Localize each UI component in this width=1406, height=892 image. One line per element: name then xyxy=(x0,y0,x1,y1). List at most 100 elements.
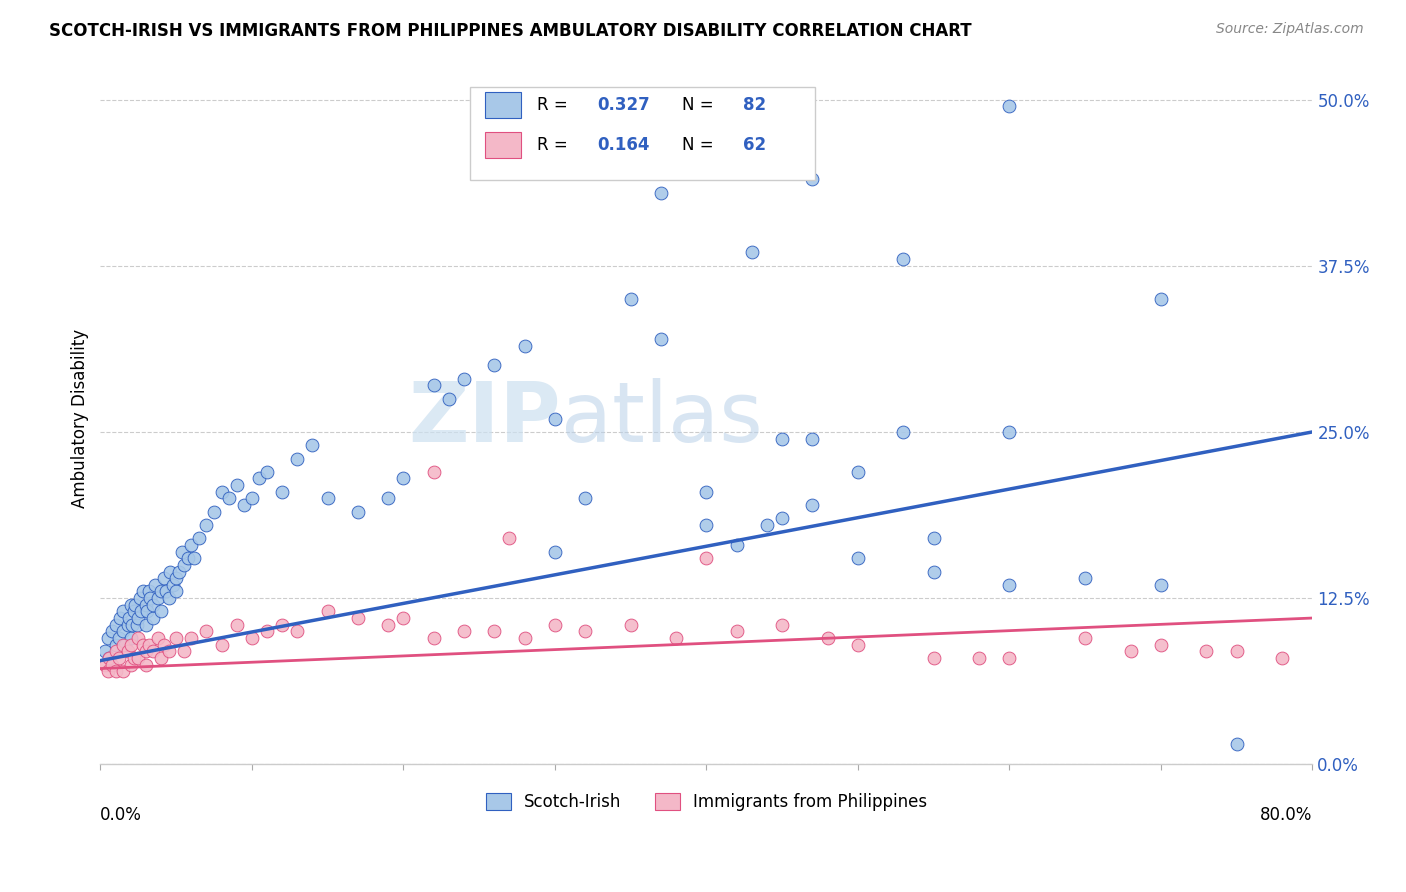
Point xyxy=(149,604,172,618)
Point xyxy=(117,617,139,632)
Point xyxy=(121,617,143,632)
Point xyxy=(98,651,121,665)
Point xyxy=(149,584,172,599)
Point xyxy=(104,638,127,652)
Point xyxy=(101,624,124,639)
Point xyxy=(153,571,176,585)
Point xyxy=(94,657,117,672)
Point xyxy=(249,471,271,485)
Point xyxy=(240,491,263,506)
Point xyxy=(112,664,135,678)
Point xyxy=(513,631,536,645)
Point xyxy=(112,638,135,652)
Point xyxy=(285,624,308,639)
Point xyxy=(544,617,567,632)
Point xyxy=(195,518,218,533)
Point xyxy=(1150,578,1173,592)
Point xyxy=(132,584,155,599)
Point xyxy=(173,644,195,658)
FancyBboxPatch shape xyxy=(485,132,522,158)
Point xyxy=(725,624,748,639)
Point xyxy=(967,651,990,665)
Point xyxy=(301,438,323,452)
Point xyxy=(202,505,225,519)
Point xyxy=(770,432,793,446)
Point xyxy=(107,631,129,645)
Point xyxy=(183,551,205,566)
Point xyxy=(173,558,195,572)
Point xyxy=(1226,644,1249,658)
Point xyxy=(117,644,139,658)
Point xyxy=(225,478,247,492)
Text: R =: R = xyxy=(537,95,572,114)
Point xyxy=(271,617,294,632)
Point xyxy=(112,624,135,639)
Point xyxy=(233,498,256,512)
Point xyxy=(211,484,233,499)
Point xyxy=(108,611,131,625)
Point xyxy=(165,631,187,645)
Point xyxy=(1271,651,1294,665)
Point xyxy=(120,598,142,612)
Point xyxy=(922,565,945,579)
FancyBboxPatch shape xyxy=(470,87,815,180)
Point xyxy=(725,538,748,552)
Point xyxy=(180,538,202,552)
Point xyxy=(741,245,763,260)
Point xyxy=(665,631,688,645)
Point xyxy=(146,591,169,606)
Point xyxy=(437,392,460,406)
Point xyxy=(153,638,176,652)
Point xyxy=(172,544,194,558)
Point xyxy=(138,638,160,652)
Point xyxy=(125,617,148,632)
Point xyxy=(127,611,149,625)
Point xyxy=(422,631,444,645)
Text: 0.327: 0.327 xyxy=(598,95,650,114)
Point xyxy=(149,651,172,665)
Point xyxy=(544,411,567,425)
Text: 80.0%: 80.0% xyxy=(1260,805,1312,823)
Point xyxy=(1150,638,1173,652)
Point xyxy=(177,551,200,566)
Point xyxy=(138,584,160,599)
Point xyxy=(347,611,370,625)
Point xyxy=(695,484,717,499)
Point xyxy=(155,584,177,599)
Point xyxy=(1150,292,1173,306)
Point xyxy=(998,651,1021,665)
Point xyxy=(104,664,127,678)
Point xyxy=(801,498,824,512)
Point xyxy=(770,617,793,632)
Text: N =: N = xyxy=(682,95,718,114)
Point xyxy=(846,551,869,566)
Point xyxy=(770,511,793,525)
Point xyxy=(139,591,162,606)
Point xyxy=(120,638,142,652)
Point xyxy=(112,604,135,618)
Point xyxy=(422,378,444,392)
Point xyxy=(211,638,233,652)
Text: N =: N = xyxy=(682,136,718,154)
Text: 0.164: 0.164 xyxy=(598,136,650,154)
Point xyxy=(240,631,263,645)
Point xyxy=(195,624,218,639)
Point xyxy=(1074,631,1097,645)
Point xyxy=(157,644,180,658)
Point xyxy=(801,432,824,446)
Point xyxy=(347,505,370,519)
Point xyxy=(574,624,596,639)
Point xyxy=(120,631,142,645)
Point xyxy=(97,631,120,645)
Point xyxy=(143,578,166,592)
FancyBboxPatch shape xyxy=(485,92,522,118)
Text: Source: ZipAtlas.com: Source: ZipAtlas.com xyxy=(1216,22,1364,37)
Point xyxy=(574,491,596,506)
Point xyxy=(392,611,415,625)
Point xyxy=(817,631,839,645)
Y-axis label: Ambulatory Disability: Ambulatory Disability xyxy=(72,329,89,508)
Point xyxy=(159,565,181,579)
Text: SCOTCH-IRISH VS IMMIGRANTS FROM PHILIPPINES AMBULATORY DISABILITY CORRELATION CH: SCOTCH-IRISH VS IMMIGRANTS FROM PHILIPPI… xyxy=(49,22,972,40)
Point xyxy=(998,425,1021,439)
Point xyxy=(98,651,121,665)
